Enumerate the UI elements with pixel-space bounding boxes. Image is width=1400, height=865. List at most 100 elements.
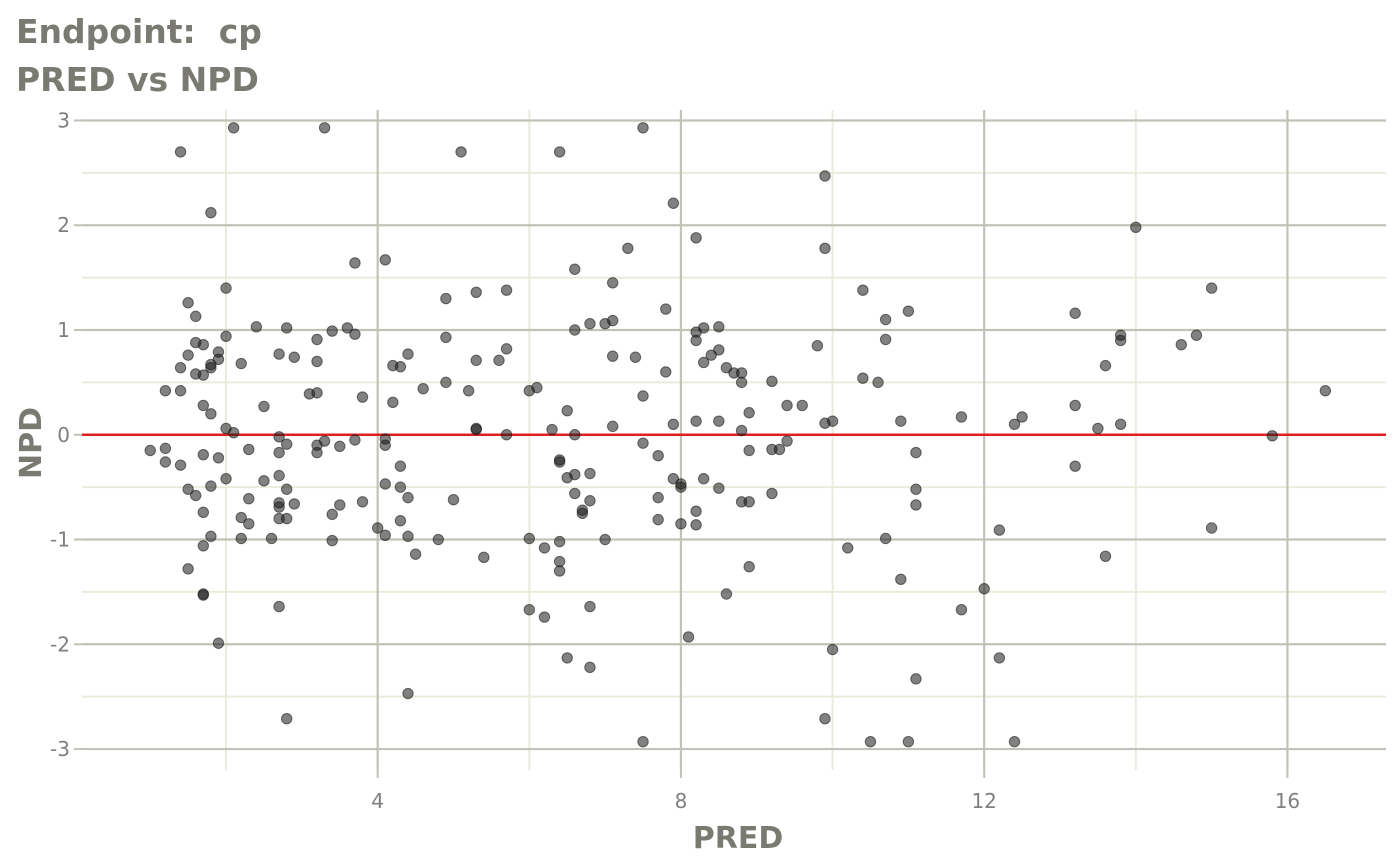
data-point: [864, 736, 877, 748]
data-point: [349, 328, 361, 340]
data-point: [288, 498, 300, 510]
data-point: [553, 565, 566, 577]
data-point: [394, 481, 407, 493]
data-point: [553, 456, 566, 468]
data-point: [735, 367, 748, 379]
data-point: [1114, 418, 1127, 430]
data-point: [205, 530, 217, 543]
x-tick-label: 12: [971, 789, 996, 813]
data-point: [910, 446, 922, 459]
data-point: [690, 505, 702, 517]
data-point: [159, 442, 172, 455]
data-point: [599, 533, 611, 546]
data-point: [1319, 385, 1332, 397]
data-point: [1016, 411, 1028, 423]
data-point: [1069, 460, 1081, 472]
data-point: [872, 376, 884, 389]
data-point: [743, 561, 755, 573]
data-point: [190, 310, 202, 323]
data-point: [356, 391, 369, 403]
data-point: [243, 492, 255, 505]
data-point: [720, 588, 733, 600]
data-point: [637, 736, 649, 748]
data-point: [182, 563, 194, 575]
data-point: [394, 360, 407, 373]
data-points: [144, 122, 1332, 748]
data-point: [690, 519, 702, 531]
data-point: [447, 494, 460, 506]
data-point: [311, 446, 323, 459]
data-point: [993, 652, 1006, 664]
data-point: [811, 340, 824, 352]
data-point: [326, 534, 338, 547]
data-point: [197, 399, 210, 412]
data-point: [546, 423, 558, 436]
data-point: [197, 540, 210, 552]
data-point: [334, 440, 346, 452]
data-point: [697, 356, 710, 369]
data-point: [273, 501, 285, 513]
data-point: [690, 334, 702, 347]
data-point: [606, 350, 619, 362]
data-point: [622, 242, 634, 254]
data-point: [349, 434, 361, 446]
data-point: [1008, 736, 1021, 748]
y-tick-label: 0: [57, 423, 70, 447]
y-tick-label: -2: [50, 632, 70, 656]
data-point: [273, 348, 285, 360]
chart-subtitle: PRED vs NPD: [16, 60, 259, 99]
x-tick-label: 16: [1275, 789, 1300, 813]
data-point: [902, 736, 915, 748]
data-point: [523, 385, 536, 397]
y-tick-label: 2: [57, 213, 70, 237]
data-point: [523, 532, 536, 545]
data-point: [1008, 418, 1021, 430]
data-point: [561, 652, 573, 664]
data-point: [553, 535, 566, 548]
data-point: [1205, 522, 1218, 534]
data-point: [205, 206, 217, 219]
data-point: [584, 495, 596, 507]
data-point: [606, 277, 619, 289]
y-tick-label: 3: [57, 108, 70, 132]
data-point: [569, 263, 581, 275]
data-point: [637, 437, 649, 449]
data-point: [660, 366, 672, 378]
data-point: [470, 286, 482, 298]
data-point: [879, 313, 892, 326]
data-point: [493, 354, 505, 367]
data-point: [288, 351, 300, 363]
data-point: [243, 443, 255, 456]
data-point: [584, 600, 596, 613]
x-tick-label: 4: [371, 789, 384, 813]
data-point: [470, 354, 482, 367]
data-point: [402, 491, 414, 504]
y-axis-title: NPD: [14, 407, 49, 479]
data-point: [182, 483, 194, 495]
data-point: [1114, 334, 1127, 347]
data-point: [235, 511, 247, 524]
data-point: [402, 530, 414, 543]
data-point: [895, 573, 907, 586]
data-point: [174, 146, 187, 158]
data-point: [978, 583, 990, 595]
data-point: [637, 390, 649, 402]
data-point: [432, 533, 445, 546]
data-point: [227, 426, 240, 439]
data-point: [182, 349, 194, 361]
data-point: [197, 506, 210, 518]
data-point: [1069, 307, 1081, 319]
data-point: [910, 499, 922, 511]
data-point: [743, 407, 755, 419]
data-point: [334, 499, 346, 511]
data-point: [584, 318, 596, 330]
data-point: [955, 604, 968, 616]
data-point: [197, 448, 210, 461]
data-point: [220, 473, 232, 485]
data-point: [227, 122, 240, 134]
data-point: [682, 631, 695, 643]
data-point: [159, 385, 172, 397]
data-point: [652, 450, 664, 462]
data-point: [174, 362, 187, 374]
